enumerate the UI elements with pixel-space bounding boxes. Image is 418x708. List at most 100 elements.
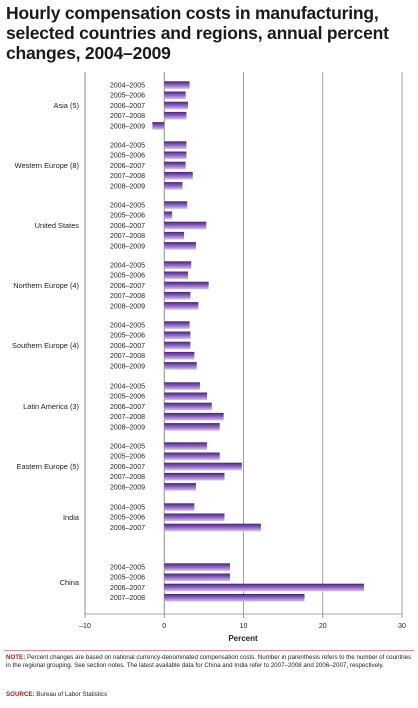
category-label: 2005–2006 (110, 575, 145, 582)
bar (164, 331, 191, 340)
bar (164, 412, 224, 421)
category-label: 2004–2005 (110, 444, 145, 451)
category-label: 2008–2009 (110, 303, 145, 310)
bar (164, 593, 305, 602)
category-label: 2007–2008 (110, 474, 145, 481)
bar (164, 402, 212, 411)
category-label: 2007–2008 (110, 113, 145, 120)
group-label: Eastern Europe (5) (17, 462, 79, 471)
bar (164, 261, 192, 269)
category-label: 2006–2007 (110, 223, 145, 230)
category-label: 2006–2007 (110, 103, 145, 110)
group-label: Latin America (3) (23, 402, 79, 411)
category-label: 2007–2008 (110, 414, 145, 421)
category-label: 2005–2006 (110, 93, 145, 100)
group-label: Asia (5) (54, 101, 79, 110)
bar (164, 483, 196, 491)
bar (164, 341, 191, 350)
x-tick-label: 30 (398, 623, 406, 630)
category-label: 2004–2005 (110, 143, 145, 150)
bar (164, 382, 200, 390)
category-label: 2005–2006 (110, 153, 145, 160)
category-label: 2004–2005 (110, 323, 145, 330)
bar (152, 122, 165, 130)
group-label: China (60, 578, 80, 587)
group-label: Northern Europe (4) (13, 281, 79, 290)
bar (164, 321, 190, 329)
category-label: 2008–2009 (110, 484, 145, 491)
category-label: 2006–2007 (110, 163, 145, 170)
bar (164, 271, 189, 280)
bar (164, 563, 231, 571)
chart-note: NOTE: Percent changes are based on natio… (6, 654, 412, 670)
bar (164, 81, 190, 89)
chart-title: Hourly compensation costs in manufacturi… (6, 3, 389, 63)
group-label: United States (35, 221, 80, 230)
bar (164, 151, 187, 160)
bar (164, 231, 185, 240)
category-label: 2007–2008 (110, 233, 145, 240)
chart-source: SOURCE: Bureau of Labor Statistics (6, 691, 107, 698)
bar (164, 281, 209, 290)
bar (164, 201, 188, 209)
bar (164, 161, 186, 170)
category-label: 2006–2007 (110, 283, 145, 290)
category-label: 2004–2005 (110, 83, 145, 90)
source-label: SOURCE: (6, 691, 35, 698)
bar (164, 182, 183, 190)
bar (164, 462, 242, 471)
x-tick-label: 0 (162, 623, 166, 630)
category-label: 2007–2008 (110, 595, 145, 602)
bar (164, 302, 199, 310)
chart-plot-area: –10 0 10 20 30 Asia (5) 2004–2005 2005–2006 2006… (12, 72, 406, 643)
category-label: 2006–2007 (110, 585, 145, 592)
bar (164, 472, 225, 481)
bar (164, 91, 186, 100)
bar (164, 523, 261, 532)
category-label: 2007–2008 (110, 173, 145, 180)
category-label: 2005–2006 (110, 515, 145, 522)
note-divider (4, 650, 414, 651)
bar (164, 221, 207, 230)
category-label: 2005–2006 (110, 394, 145, 401)
bar (164, 442, 208, 450)
category-label: 2005–2006 (110, 273, 145, 280)
bar (164, 351, 195, 360)
note-text: Percent changes are based on national cu… (6, 654, 412, 670)
x-tick-label: 10 (240, 623, 248, 630)
category-label: 2004–2005 (110, 203, 145, 210)
category-label: 2008–2009 (110, 123, 145, 130)
source-text: Bureau of Labor Statistics (34, 691, 108, 698)
category-label: 2004–2005 (110, 384, 145, 391)
x-tick-label: –10 (79, 623, 91, 630)
x-axis-label: Percent (228, 634, 258, 643)
category-label: 2008–2009 (110, 183, 145, 190)
group-label: Southern Europe (4) (12, 341, 79, 350)
category-label: 2004–2005 (110, 505, 145, 512)
bar (164, 111, 187, 120)
category-label: 2006–2007 (110, 525, 145, 532)
group-label: Western Europe (8) (15, 161, 79, 170)
category-label: 2004–2005 (110, 565, 145, 572)
bar (164, 513, 225, 522)
bar (164, 141, 187, 149)
bar (164, 101, 189, 110)
category-label: 2007–2008 (110, 293, 145, 300)
bar (164, 573, 231, 582)
x-tick-label: 20 (319, 623, 327, 630)
bar (164, 211, 173, 220)
category-label: 2008–2009 (110, 424, 145, 431)
bar (164, 503, 195, 511)
category-label: 2008–2009 (110, 363, 145, 370)
category-label: 2005–2006 (110, 454, 145, 461)
category-label: 2006–2007 (110, 343, 145, 350)
bar (164, 392, 208, 401)
bar (164, 423, 220, 431)
bar (164, 362, 197, 370)
category-label: 2004–2005 (110, 263, 145, 270)
category-label: 2007–2008 (110, 353, 145, 360)
bar (164, 583, 364, 592)
note-label: NOTE: (6, 654, 26, 661)
category-label: 2005–2006 (110, 213, 145, 220)
category-label: 2005–2006 (110, 333, 145, 340)
